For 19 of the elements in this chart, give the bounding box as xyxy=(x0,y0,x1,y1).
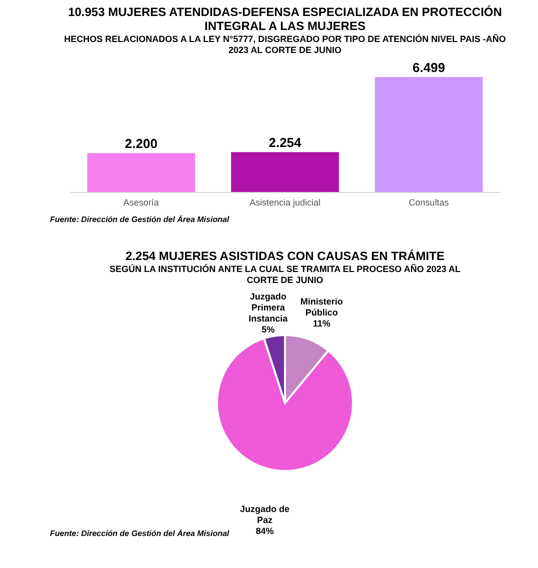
slice-label: Juzgado Primera Instancia xyxy=(248,291,289,324)
x-tick-label: Asistencia judicial xyxy=(249,198,321,208)
chart-title: 2.254 MUJERES ASISTIDAS CON CAUSAS EN TRÁMITE xyxy=(126,249,444,263)
chart-subtitle: SEGÚN LA INSTITUCIÓN ANTE LA CUAL SE TRAMITA EL PROCESO AÑO 2023 AL CORTE DE JUNIO xyxy=(109,263,462,285)
data-label: 11% xyxy=(312,318,330,328)
chart-subtitle: HECHOS RELACIONADOS A LA LEY N°5777, DISGREGADO POR TIPO DE ATENCIÓN NIVEL PAIS -AÑO 2023 AL CORTE DE JUNIO xyxy=(64,33,506,55)
source-note: Fuente: Dirección de Gestión del Área Misional xyxy=(50,214,230,224)
x-tick-label: Consultas xyxy=(408,198,450,208)
data-label: 84% xyxy=(256,526,274,536)
data-label: 2.200 xyxy=(124,136,158,152)
data-label: 2.254 xyxy=(268,135,302,150)
source-note: Fuente: Dirección de Gestión del Área Misional xyxy=(50,528,230,538)
data-label: 5% xyxy=(262,324,275,334)
x-tick-label: Asesoría xyxy=(123,198,159,208)
slice-label: Juzgado de Paz xyxy=(240,504,290,526)
data-label: 6.499 xyxy=(412,60,446,75)
chart-title: 10.953 MUJERES ATENDIDAS-DEFENSA ESPECIALIZADA EN PROTECCIÓN INTEGRAL A LAS MUJERES xyxy=(68,5,502,33)
slice-label: Ministerio Público xyxy=(300,296,344,318)
pie-slice xyxy=(216,337,354,472)
